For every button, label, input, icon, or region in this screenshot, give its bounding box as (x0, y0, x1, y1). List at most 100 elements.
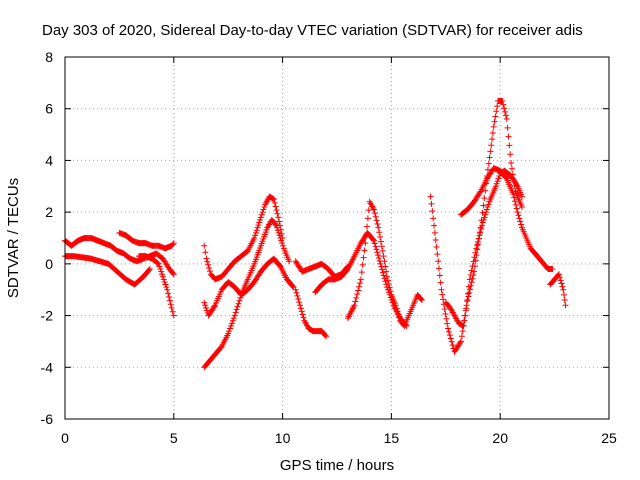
data-point (251, 235, 258, 241)
data-point (487, 148, 494, 155)
data-point (473, 252, 480, 259)
data-point (392, 302, 399, 309)
data-point (378, 243, 385, 250)
data-point (434, 251, 441, 258)
data-point (549, 266, 556, 273)
data-point (297, 305, 304, 312)
data-point (170, 312, 177, 319)
series-track-1 (62, 235, 177, 278)
data-point (211, 303, 218, 310)
data-point (361, 247, 368, 254)
data-point (435, 258, 442, 265)
data-point (156, 263, 163, 270)
data-point (376, 229, 383, 236)
series-track-14 (458, 165, 556, 273)
data-point (371, 210, 378, 217)
data-point (146, 266, 153, 273)
data-point (375, 252, 382, 259)
data-point (561, 291, 568, 298)
data-point (418, 297, 425, 304)
data-point (372, 213, 379, 220)
data-point (365, 207, 372, 214)
data-point (462, 307, 469, 314)
data-point (372, 243, 379, 250)
data-point (379, 247, 386, 254)
data-point (500, 101, 507, 108)
data-point (431, 222, 438, 229)
chart-title: Day 303 of 2020, Sidereal Day-to-day VTE… (42, 22, 583, 39)
data-point (501, 105, 508, 112)
y-tick-label: 2 (45, 204, 53, 220)
data-point (277, 226, 284, 233)
tick-labels: 0 5 10 15 20 25 -6 -4 -2 0 2 4 6 8 (41, 49, 617, 446)
data-point (351, 302, 358, 309)
series-track-8 (292, 286, 330, 340)
data-point (458, 338, 465, 345)
data-point (322, 332, 329, 339)
data-point (275, 214, 282, 221)
data-point (480, 202, 487, 209)
data-point (206, 268, 213, 275)
data-point (360, 254, 367, 261)
data-point (478, 217, 485, 224)
data-point (467, 286, 474, 293)
data-point (432, 236, 439, 243)
data-point (482, 187, 489, 194)
y-tick-label: 8 (45, 49, 53, 65)
data-point (354, 291, 361, 298)
data-point (477, 224, 484, 231)
data-point (227, 322, 234, 329)
data-point (257, 216, 264, 223)
data-point (557, 277, 564, 284)
data-point (396, 314, 403, 321)
data-point (437, 279, 444, 286)
data-point (481, 214, 488, 221)
data-point (272, 203, 279, 210)
data-point (384, 284, 391, 291)
data-point (439, 291, 446, 298)
data-point (383, 268, 390, 275)
data-point (485, 201, 492, 208)
data-point (518, 203, 525, 210)
data-point (201, 242, 208, 249)
data-point (231, 312, 238, 319)
data-point (494, 103, 501, 110)
data-point (165, 290, 172, 297)
x-tick-label: 15 (384, 430, 400, 446)
data-point (460, 322, 467, 329)
data-point (377, 260, 384, 267)
data-point (276, 232, 283, 239)
data-point (160, 276, 167, 283)
data-point (355, 287, 362, 294)
data-point (228, 320, 235, 327)
data-point (438, 286, 445, 293)
data-point (226, 328, 233, 335)
data-point (260, 206, 267, 213)
data-point (161, 278, 168, 285)
data-point (203, 307, 210, 314)
data-point (204, 258, 211, 265)
y-tick-label: -2 (41, 308, 54, 324)
data-point (491, 118, 498, 125)
data-point (233, 306, 240, 313)
data-point (203, 304, 210, 311)
data-point (170, 271, 177, 278)
data-point (560, 286, 567, 293)
data-point (166, 293, 173, 300)
data-point (169, 241, 176, 248)
data-point (468, 279, 475, 286)
data-point (495, 175, 502, 182)
data-point (157, 266, 164, 273)
data-point (476, 230, 483, 237)
data-point (449, 342, 456, 349)
data-points (62, 97, 569, 371)
data-point (359, 261, 366, 268)
data-point (357, 280, 364, 287)
data-point (353, 294, 360, 301)
data-point (380, 272, 387, 279)
data-point (382, 278, 389, 285)
data-point (518, 193, 525, 200)
data-point (362, 240, 369, 247)
data-point (375, 224, 382, 231)
y-tick-label: -4 (41, 359, 54, 375)
